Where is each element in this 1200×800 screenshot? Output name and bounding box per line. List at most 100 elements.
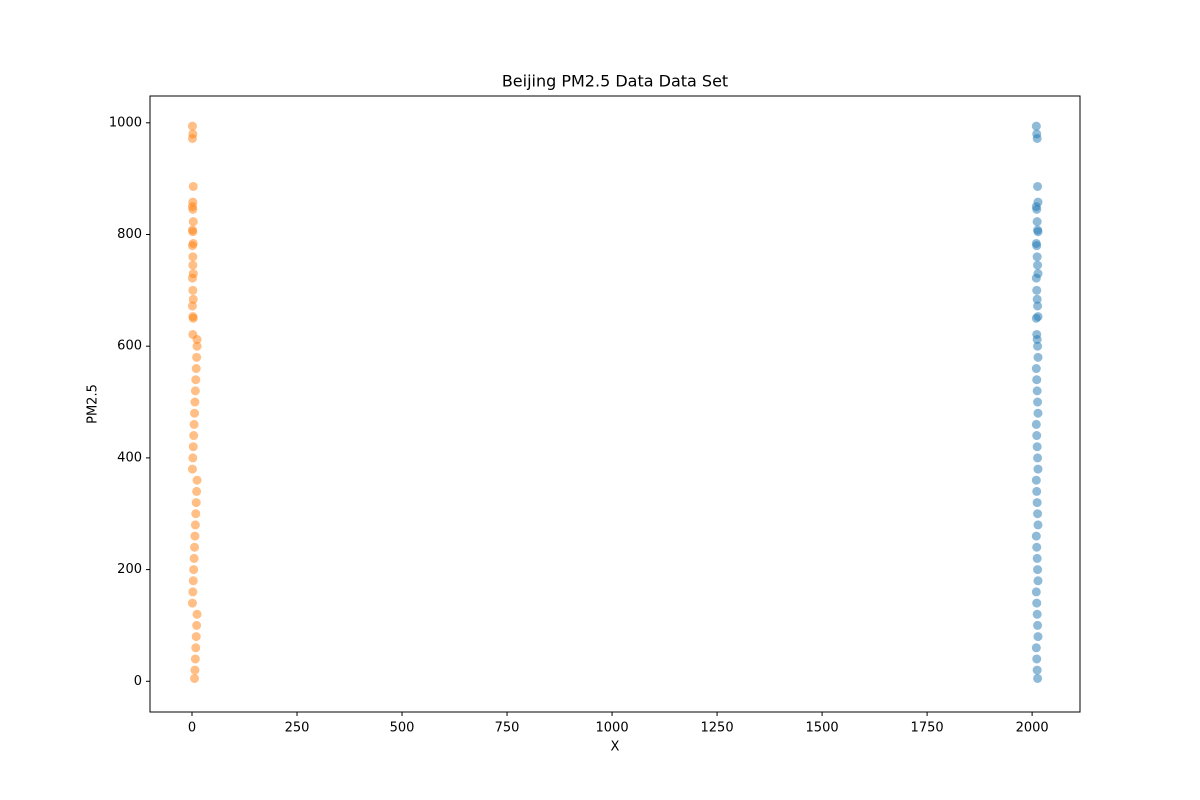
scatter-point — [191, 364, 201, 374]
scatter-point — [190, 665, 200, 675]
scatter-point — [191, 643, 201, 653]
scatter-point — [192, 475, 202, 485]
scatter-point — [187, 273, 197, 283]
x-tick-label: 500 — [390, 721, 415, 736]
scatter-point — [188, 260, 198, 270]
y-tick-label: 400 — [117, 450, 142, 465]
scatter-point — [1031, 643, 1041, 653]
x-tick-label: 1000 — [596, 721, 629, 736]
scatter-point — [187, 301, 197, 311]
y-tick-label: 600 — [117, 339, 142, 354]
scatter-point — [1033, 341, 1043, 351]
scatter-point — [187, 464, 197, 474]
axes-frame — [149, 95, 1081, 713]
x-tick-label: 1250 — [701, 721, 734, 736]
scatter-point — [1032, 609, 1042, 619]
scatter-point — [190, 520, 200, 530]
scatter-point — [188, 576, 198, 586]
scatter-point — [191, 509, 201, 519]
scatter-point — [1032, 217, 1042, 227]
scatter-point — [192, 609, 202, 619]
y-tick-label: 0 — [134, 674, 142, 689]
scatter-point — [1033, 509, 1043, 519]
scatter-point — [191, 375, 201, 385]
scatter-point — [1032, 252, 1042, 262]
scatter-point — [1032, 334, 1042, 344]
scatter-point — [1032, 431, 1042, 441]
x-tick-label: 750 — [495, 721, 520, 736]
scatter-point — [1031, 121, 1041, 131]
plot-area — [187, 121, 1043, 683]
scatter-point — [191, 632, 201, 642]
scatter-point — [188, 285, 198, 295]
scatter-point — [1031, 273, 1041, 283]
scatter-point — [1032, 442, 1042, 452]
scatter-point — [188, 587, 198, 597]
scatter-point — [188, 227, 198, 237]
x-tick-label: 1500 — [806, 721, 839, 736]
y-tick-label: 200 — [117, 562, 142, 577]
scatter-point — [1031, 419, 1041, 429]
x-tick-label: 250 — [285, 721, 310, 736]
scatter-point — [1032, 486, 1042, 496]
scatter-point — [1032, 285, 1042, 295]
scatter-point — [190, 386, 200, 396]
scatter-point — [190, 654, 200, 664]
scatter-point — [188, 181, 198, 191]
scatter-point — [1033, 181, 1043, 191]
scatter-point — [1033, 464, 1043, 474]
scatter-point — [1033, 620, 1043, 630]
x-axis-label: X — [611, 740, 620, 755]
y-tick-label: 800 — [117, 227, 142, 242]
scatter-point — [192, 486, 202, 496]
x-tick-label: 1750 — [911, 721, 944, 736]
scatter-point — [190, 542, 200, 552]
scatter-point — [1032, 375, 1042, 385]
scatter-point — [1033, 301, 1043, 311]
scatter-point — [189, 431, 199, 441]
scatter-point — [188, 204, 198, 214]
scatter-point — [189, 553, 199, 563]
scatter-point — [191, 498, 201, 508]
scatter-point — [190, 408, 200, 418]
scatter-point — [1033, 565, 1043, 575]
scatter-point — [1033, 227, 1043, 237]
scatter-point — [1033, 576, 1043, 586]
scatter-point — [1033, 453, 1043, 463]
scatter-point — [1033, 632, 1043, 642]
scatter-point — [1032, 498, 1042, 508]
scatter-point — [190, 531, 200, 541]
scatter-point — [192, 620, 202, 630]
scatter-point — [188, 442, 198, 452]
scatter-point — [192, 352, 202, 362]
scatter-point — [187, 133, 197, 143]
x-tick-label: 2000 — [1016, 721, 1049, 736]
scatter-point — [188, 294, 198, 304]
scatter-point — [1031, 475, 1041, 485]
y-axis-label: PM2.5 — [86, 384, 101, 424]
scatter-point — [1032, 386, 1042, 396]
scatter-point — [1033, 352, 1043, 362]
scatter-point — [188, 252, 198, 262]
scatter-point — [1032, 204, 1042, 214]
y-tick-label: 1000 — [109, 115, 142, 130]
scatter-point — [1031, 313, 1041, 323]
scatter-point — [1033, 520, 1043, 530]
chart-title: Beijing PM2.5 Data Data Set — [502, 72, 728, 91]
scatter-point — [190, 673, 200, 683]
scatter-point — [1033, 408, 1043, 418]
scatter-point — [1032, 665, 1042, 675]
scatter-point — [1031, 531, 1041, 541]
scatter-point — [1032, 598, 1042, 608]
scatter-point — [190, 397, 200, 407]
scatter-point — [187, 241, 197, 251]
scatter-point — [1032, 654, 1042, 664]
scatter-point — [192, 334, 202, 344]
scatter-point — [188, 313, 198, 323]
scatter-point — [1032, 133, 1042, 143]
scatter-point — [189, 565, 199, 575]
scatter-point — [1033, 673, 1043, 683]
